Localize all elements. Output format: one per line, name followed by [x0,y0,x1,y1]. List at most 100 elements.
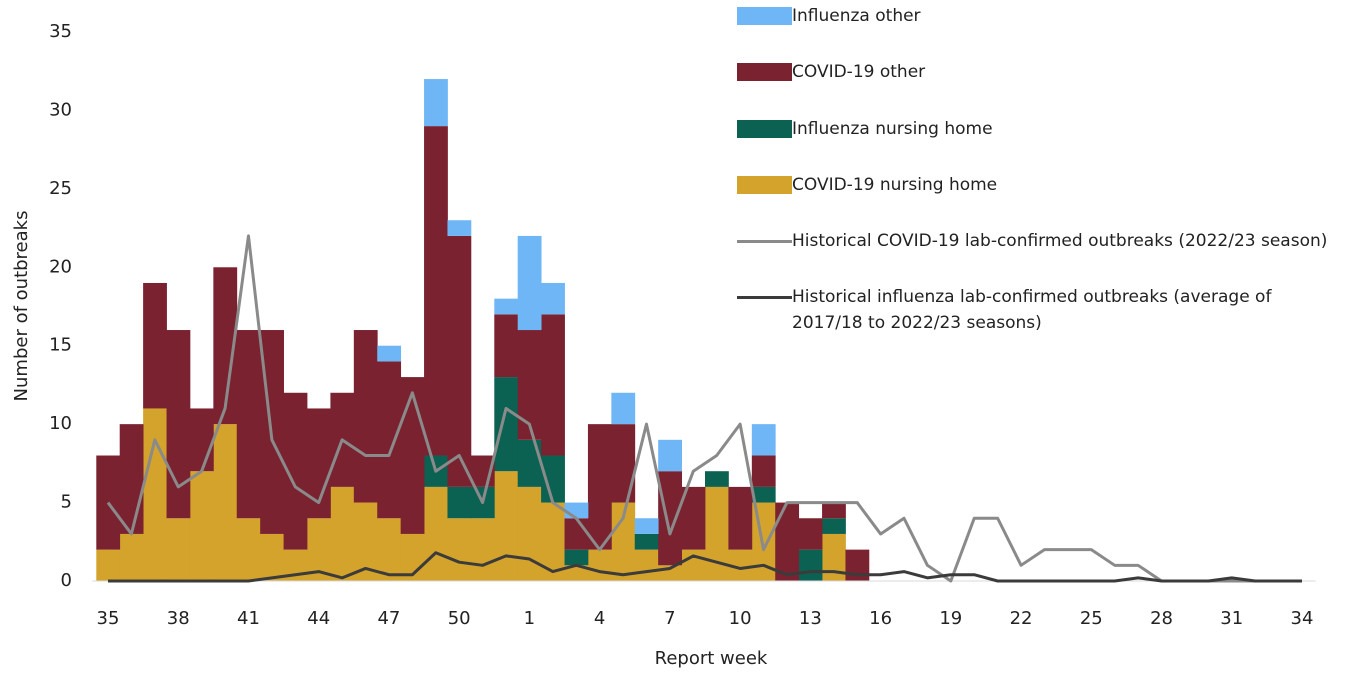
bar-segment [564,565,589,581]
bar-segment [611,502,636,581]
bar-segment [307,408,331,519]
bar-segment [822,518,846,534]
bar-segment [447,220,472,236]
legend-swatch [737,296,792,299]
legend-item: COVID-19 other [737,59,1337,85]
bar-segment [681,486,706,550]
bar-segment [634,549,659,581]
legend-item: Historical influenza lab-confirmed outbr… [737,284,1337,336]
x-axis-label: Report week [655,648,768,669]
bar-segment [283,392,308,550]
legend-label: COVID-19 nursing home [792,175,998,195]
bar-segment [541,502,565,581]
legend-item: Influenza other [737,3,1337,29]
bar-segment [798,518,823,550]
x-tick-label: 10 [729,608,752,629]
x-tick-label: 28 [1150,608,1173,629]
bar-segment [213,267,238,425]
bar-segment [728,486,753,550]
bar-segment [705,486,729,581]
x-tick-label: 16 [869,608,892,629]
line [106,234,1302,583]
legend-item: Influenza nursing home [737,116,1337,142]
bar-segment [189,471,214,581]
bar-segment [634,518,659,534]
x-tick-label: 47 [377,608,400,629]
bar-segment [611,424,636,503]
bar-segment [728,549,753,581]
legend-item: COVID-19 nursing home [737,172,1337,198]
bar-segment [705,471,729,487]
bar-segment [587,549,612,581]
x-tick-label: 35 [97,608,120,629]
y-tick-label: 5 [61,492,72,513]
x-tick-label: 19 [939,608,962,629]
bar-segment [822,502,846,519]
y-tick-label: 30 [49,99,72,120]
legend-swatch [737,120,792,138]
x-tick-label: 41 [237,608,260,629]
bar-segment [798,549,823,581]
legend-swatch [737,176,792,194]
x-tick-label: 22 [1010,608,1033,629]
legend-label: Historical influenza lab-confirmed outbr… [792,287,1272,333]
bar-segment [517,330,542,440]
bar-segment [236,518,261,581]
legend-item: Historical COVID-19 lab-confirmed outbre… [737,228,1337,254]
line [108,551,1302,583]
y-tick-label: 0 [61,570,72,591]
bar-segment [517,486,542,581]
bar-segment [166,518,191,581]
bar-segment [330,486,355,581]
bar-segment [377,361,402,519]
bar-segment [587,424,612,550]
bar-segment [447,518,472,581]
x-tick-label: 34 [1291,608,1314,629]
x-tick-label: 13 [799,608,822,629]
bar-segment [775,502,800,581]
bar-segment [564,518,589,550]
bar-segment [119,533,144,581]
bar-segment [447,235,472,487]
bar-segment [377,345,402,362]
bar-segment [494,471,519,581]
bar-segment [541,314,565,456]
bar-segment [494,298,519,315]
bar-segment [424,79,448,127]
x-tick-label: 38 [167,608,190,629]
x-tick-label: 31 [1220,608,1243,629]
bar-segment [400,377,425,534]
bar-segment [353,330,378,503]
y-tick-label: 25 [49,178,72,199]
bar-segment [751,424,776,456]
bar-segment [213,424,238,581]
bar-segment [564,502,589,519]
bar-segment [681,549,706,581]
legend-swatch [737,240,792,243]
x-tick-label: 7 [664,608,675,629]
y-tick-label: 20 [49,256,72,277]
bar-segment [307,518,331,581]
bar-segment [424,126,448,456]
bar-segment [751,486,776,503]
bar-segment [494,377,519,472]
bar-segment [424,486,448,581]
legend-swatch [737,7,792,25]
y-tick-label: 35 [49,21,72,42]
bar-segment [143,408,167,581]
bar-segment [611,392,636,425]
bar-segment [845,549,870,581]
y-tick-label: 15 [49,335,72,356]
bar-segment [236,330,261,519]
x-tick-label: 1 [524,608,535,629]
bar-segment [517,235,542,331]
bar-segment [541,282,565,315]
x-tick-label: 50 [448,608,471,629]
legend-label: Historical COVID-19 lab-confirmed outbre… [792,231,1328,251]
legend-label: Influenza other [792,6,921,26]
legend-label: COVID-19 other [792,62,926,82]
bar-segment [96,549,121,581]
bar-segment [494,314,519,378]
